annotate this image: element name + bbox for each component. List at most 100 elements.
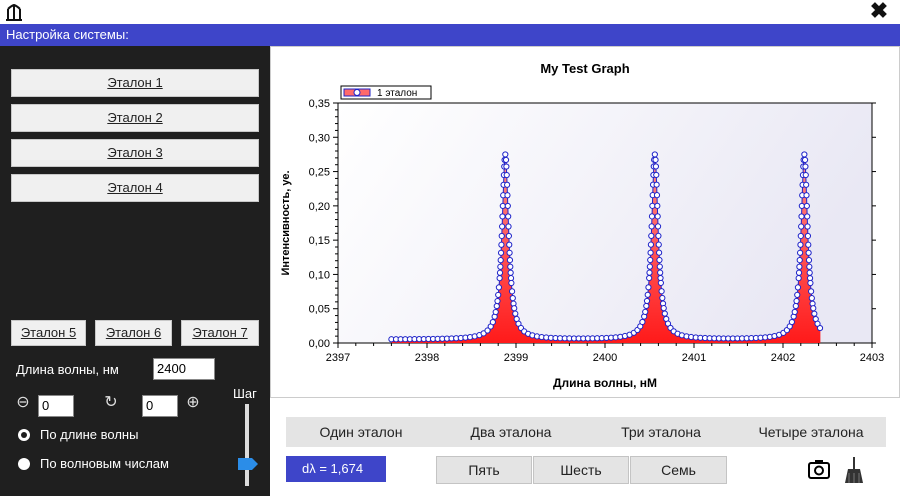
data-point [648, 232, 655, 239]
title-bar: ✖ [0, 0, 900, 24]
data-point [502, 156, 510, 164]
data-point [656, 263, 663, 270]
data-point [646, 263, 653, 270]
data-point [811, 310, 818, 317]
y-tick-label: 0,25 [309, 167, 330, 179]
data-point [810, 305, 817, 312]
data-point [506, 249, 513, 256]
etalon-2-button[interactable]: Эталон 2 [11, 104, 259, 132]
data-point [649, 202, 656, 209]
page-title: Настройка системы: [0, 24, 900, 46]
y-tick-label: 0,10 [309, 269, 330, 281]
data-point [506, 257, 514, 264]
data-point [503, 171, 510, 179]
data-point [507, 269, 514, 276]
data-point [496, 275, 503, 282]
offset-left-input[interactable]: 0 [38, 395, 74, 417]
seven-button[interactable]: Семь [630, 456, 727, 484]
data-point [654, 202, 661, 209]
camera-icon[interactable] [808, 458, 830, 480]
data-point [792, 302, 799, 310]
tab-one-etalon[interactable]: Один эталон [319, 424, 403, 440]
etalon-1-button[interactable]: Эталон 1 [11, 69, 259, 97]
data-point [795, 269, 803, 276]
data-point [653, 192, 661, 199]
data-point [643, 302, 650, 310]
wavelength-input[interactable]: 2400 [153, 358, 215, 380]
etalon-3-button[interactable]: Эталон 3 [11, 139, 259, 167]
tab-four-etalons[interactable]: Четыре эталона [758, 424, 864, 440]
data-point [654, 213, 661, 220]
tab-two-etalons[interactable]: Два эталона [470, 424, 552, 440]
data-point [497, 257, 504, 264]
data-point [642, 308, 649, 316]
data-point [499, 202, 506, 210]
data-point [495, 291, 502, 299]
data-point [502, 151, 509, 158]
five-button[interactable]: Пять [436, 456, 532, 484]
offset-right-input[interactable]: 0 [142, 395, 178, 417]
step-slider-handle[interactable] [238, 458, 258, 470]
data-point [645, 284, 652, 291]
radio-wavenumber[interactable] [18, 458, 30, 470]
plus-circle-icon[interactable]: ⊕ [186, 394, 200, 411]
data-point [796, 257, 803, 264]
data-point [803, 202, 810, 210]
y-axis-label: Интенсивность, уе. [280, 170, 292, 275]
x-tick-label: 2400 [593, 352, 617, 364]
close-icon[interactable]: ✖ [869, 0, 889, 23]
y-tick-label: 0,05 [309, 304, 330, 316]
data-point [657, 279, 664, 287]
data-point [504, 202, 511, 210]
step-slider-track[interactable] [245, 404, 249, 486]
data-point [653, 181, 660, 188]
data-point [646, 274, 653, 282]
data-point [807, 279, 814, 287]
data-point [494, 297, 501, 305]
data-point [805, 241, 812, 248]
data-point [656, 249, 663, 256]
data-point [647, 241, 655, 248]
etalon-4-button[interactable]: Эталон 4 [11, 174, 259, 202]
data-point [508, 279, 515, 287]
broom-icon[interactable] [844, 456, 864, 484]
data-point [651, 151, 658, 158]
data-point [492, 308, 499, 316]
data-point [661, 310, 668, 317]
plot-area [337, 102, 873, 344]
x-axis-label: Длина волны, нМ [553, 376, 657, 390]
data-point [496, 269, 504, 276]
y-tick-label: 0,00 [309, 338, 330, 350]
data-point [647, 256, 654, 264]
data-point [646, 269, 653, 276]
radio-wavelength[interactable] [18, 429, 30, 441]
data-point [796, 263, 803, 270]
tab-three-etalons[interactable]: Три эталона [621, 424, 701, 440]
etalon-7-button[interactable]: Эталон 7 [181, 320, 259, 346]
data-point [506, 241, 513, 248]
data-point [498, 232, 505, 240]
etalon-6-button[interactable]: Эталон 6 [95, 320, 172, 346]
data-point [798, 202, 805, 210]
etalon-5-button[interactable]: Эталон 5 [11, 320, 86, 346]
data-point [806, 263, 813, 270]
data-point [505, 232, 512, 240]
data-point [652, 156, 659, 163]
data-point [655, 241, 662, 248]
y-tick-label: 0,30 [309, 132, 330, 144]
data-point [505, 223, 512, 230]
refresh-icon[interactable]: ↻ [104, 394, 118, 411]
data-point [658, 288, 665, 295]
six-button[interactable]: Шесть [533, 456, 629, 484]
data-point [652, 163, 660, 170]
data-point [795, 275, 802, 282]
data-point [655, 232, 662, 239]
legend: 1 эталон [340, 85, 432, 100]
bottom-controls: Один эталон Два эталона Три эталона Четы… [270, 398, 900, 496]
data-point [647, 249, 654, 256]
minus-circle-icon[interactable]: ⊖ [16, 394, 30, 411]
data-point [503, 163, 510, 170]
data-point [793, 297, 800, 305]
data-point [512, 310, 519, 317]
x-tick-label: 2398 [415, 352, 439, 364]
